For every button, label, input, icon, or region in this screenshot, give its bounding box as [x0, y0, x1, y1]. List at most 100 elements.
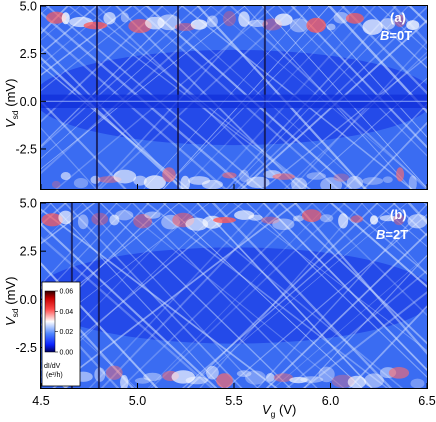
heatmap-a — [40, 6, 428, 190]
conductance-peak — [347, 375, 366, 388]
conductance-peak — [247, 19, 269, 27]
conductance-peak — [46, 11, 67, 24]
colorbar-scale — [44, 290, 56, 353]
conductance-peak — [174, 22, 196, 32]
resonance-line — [256, 203, 427, 388]
resonance-line — [181, 203, 397, 388]
resonance-line — [265, 232, 427, 388]
x-tick-label: 5.5 — [225, 394, 242, 408]
y-tick-label: 0.0 — [20, 95, 37, 109]
resonance-line — [99, 203, 292, 388]
conductance-peak — [60, 172, 71, 181]
conductance-peak — [77, 214, 89, 230]
conductance-peak — [143, 372, 162, 382]
resonance-line — [361, 6, 427, 69]
resonance-line — [311, 203, 427, 317]
conductance-peak — [248, 214, 263, 221]
resonance-line — [63, 203, 243, 388]
resonance-line — [41, 203, 210, 333]
resonance-line — [41, 6, 147, 92]
conductance-peak — [206, 365, 219, 380]
field-label-a: B=0T — [380, 28, 412, 43]
conductance-peak — [364, 373, 384, 388]
resonance-line — [41, 208, 278, 388]
resonance-line — [41, 203, 118, 286]
y-tick-label: -2.5 — [15, 341, 37, 355]
conductance-peak — [83, 21, 108, 30]
conductance-peak — [272, 173, 295, 180]
resonance-line — [186, 203, 379, 388]
x-ticks-b: 4.5 5.0 5.5 6.0 6.5 — [32, 383, 436, 408]
resonance-line — [119, 203, 314, 388]
resonance-line — [348, 305, 427, 388]
resonance-line — [41, 302, 120, 388]
resonance-line — [41, 203, 96, 245]
conductance-peak — [300, 376, 324, 383]
resonance-line — [41, 6, 112, 67]
resonance-line — [225, 213, 427, 388]
conductance-peak — [273, 373, 293, 383]
resonance-line — [293, 203, 427, 355]
conductance-peak — [239, 169, 249, 182]
x-tick-label: 4.5 — [32, 394, 49, 408]
resonance-line — [329, 203, 427, 288]
y-ticks-a: 5.0 2.5 0.0 -2.5 — [15, 0, 46, 156]
resonance-line — [41, 222, 218, 388]
conductance-peak — [216, 373, 233, 388]
y-tick-label: 2.5 — [20, 245, 37, 259]
resonance-line — [100, 203, 281, 388]
resonance-line — [303, 254, 427, 388]
conductance-peak — [289, 18, 309, 33]
conductance-peak — [306, 172, 326, 180]
colorbar-tick-label: 0.04 — [60, 309, 74, 316]
resonance-line — [196, 203, 373, 388]
colorbar-tick-label: 0.02 — [60, 329, 74, 336]
resonance-line — [343, 103, 427, 189]
conductance-peak — [292, 215, 305, 222]
x-tick-label: 6.5 — [418, 394, 435, 408]
resonance-line — [41, 236, 214, 388]
conductance-peak — [157, 14, 181, 31]
conductance-peak — [245, 370, 266, 385]
panel-label-a: (a) — [390, 10, 406, 25]
resonance-line — [81, 203, 259, 388]
resonance-line — [41, 203, 200, 363]
conductance-peak — [333, 11, 350, 24]
conductance-peak — [58, 210, 73, 225]
conductance-peak — [326, 23, 336, 31]
conductance-peak — [143, 175, 166, 189]
conductance-peak — [274, 13, 293, 26]
x-axis-label: Vg (V) — [262, 402, 296, 419]
panel-label-b: (b) — [390, 207, 407, 222]
resonance-line — [262, 203, 427, 372]
conductance-peak — [382, 176, 393, 184]
y-tick-label: 5.0 — [20, 0, 37, 14]
resonance-line — [273, 255, 427, 388]
conductance-peak — [318, 366, 335, 383]
conductance-peak — [201, 179, 223, 189]
resonance-line — [150, 203, 347, 388]
conductance-peak — [103, 11, 116, 25]
conductance-peak — [222, 172, 237, 179]
conductance-peak — [222, 10, 236, 27]
resonance-line — [147, 203, 331, 388]
conductance-peak — [61, 12, 70, 25]
conductance-peak — [213, 217, 236, 224]
resonance-line — [131, 203, 318, 388]
y-tick-label: 2.5 — [20, 47, 37, 61]
resonance-line — [41, 6, 98, 55]
resonance-line — [115, 203, 345, 388]
resonance-line — [392, 203, 427, 237]
resonance-line — [285, 269, 427, 388]
y-tick-label: -2.5 — [15, 142, 37, 156]
y-tick-label: 5.0 — [20, 197, 37, 211]
colorbar-label-line2: (e²/h) — [46, 372, 63, 379]
conductance-peak — [206, 15, 218, 28]
conductance-peak — [362, 177, 384, 185]
conductance-peak — [333, 173, 350, 182]
resonance-line — [41, 203, 84, 243]
conductance-peak — [407, 214, 427, 229]
resonance-line — [177, 203, 404, 388]
colorbar: 0.06 0.04 0.02 0.00 dI/dV (e²/h) — [41, 281, 81, 387]
